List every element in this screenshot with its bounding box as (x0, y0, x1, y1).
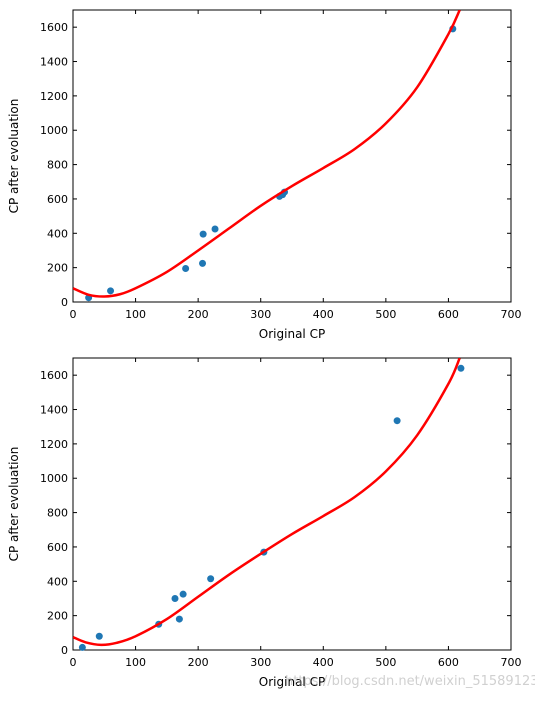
x-tick-label: 500 (375, 656, 396, 669)
y-tick-label: 0 (61, 644, 68, 657)
x-tick-label: 300 (250, 656, 271, 669)
plot-frame (72, 357, 512, 651)
y-tick-label: 1400 (40, 404, 68, 417)
y-tick-label: 1200 (40, 90, 68, 103)
chart-bottom: 0 100 200 300 400 500 600 700 0 200 400 600 800 1000 1… (7, 357, 522, 689)
data-point (95, 632, 103, 640)
chart-top: 0 100 200 300 400 500 600 700 0 200 400 600 800 1000 1… (7, 9, 522, 341)
y-tick-label: 1600 (40, 21, 68, 34)
data-point (207, 575, 215, 583)
fit-curve (73, 358, 461, 647)
x-tick-label: 100 (125, 308, 146, 321)
y-axis-label: CP after evoluation (7, 447, 21, 562)
x-tick-label: 0 (70, 308, 77, 321)
data-point (107, 287, 115, 295)
y-tick-label: 0 (61, 296, 68, 309)
x-tick-label: 500 (375, 308, 396, 321)
y-axis-label: CP after evoluation (7, 99, 21, 214)
y-tick-label: 1000 (40, 124, 68, 137)
x-tick-label: 700 (501, 656, 522, 669)
x-axis-label: Original CP (259, 675, 325, 689)
y-tick-label: 200 (47, 610, 68, 623)
data-point (393, 417, 401, 425)
y-tick-label: 1400 (40, 56, 68, 69)
y-tick-label: 400 (47, 227, 68, 240)
data-point (199, 230, 207, 238)
x-tick-label: 200 (188, 308, 209, 321)
y-tick-label: 200 (47, 262, 68, 275)
data-point (457, 364, 465, 372)
x-tick-label: 600 (438, 656, 459, 669)
x-tick-label: 700 (501, 308, 522, 321)
data-point (171, 594, 179, 602)
data-point (211, 225, 219, 233)
data-point (179, 590, 187, 598)
data-point (182, 265, 190, 273)
y-tick-label: 800 (47, 159, 68, 172)
data-point (78, 643, 86, 651)
y-tick-label: 600 (47, 193, 68, 206)
x-axis-label: Original CP (259, 327, 325, 341)
x-tick-label: 400 (313, 656, 334, 669)
data-point (199, 259, 207, 267)
y-tick-label: 1000 (40, 472, 68, 485)
x-tick-label: 0 (70, 656, 77, 669)
x-tick-label: 100 (125, 656, 146, 669)
y-tick-label: 1600 (40, 369, 68, 382)
y-tick-label: 600 (47, 541, 68, 554)
x-tick-label: 300 (250, 308, 271, 321)
x-tick-label: 400 (313, 308, 334, 321)
fit-curve (73, 10, 461, 298)
y-tick-label: 400 (47, 575, 68, 588)
watermark: https://blog.csdn.net/weixin_51589123 (285, 674, 535, 689)
y-tick-label: 800 (47, 507, 68, 520)
plot-frame (72, 9, 512, 303)
data-point (175, 615, 183, 623)
y-tick-label: 1200 (40, 438, 68, 451)
x-tick-label: 600 (438, 308, 459, 321)
x-tick-label: 200 (188, 656, 209, 669)
